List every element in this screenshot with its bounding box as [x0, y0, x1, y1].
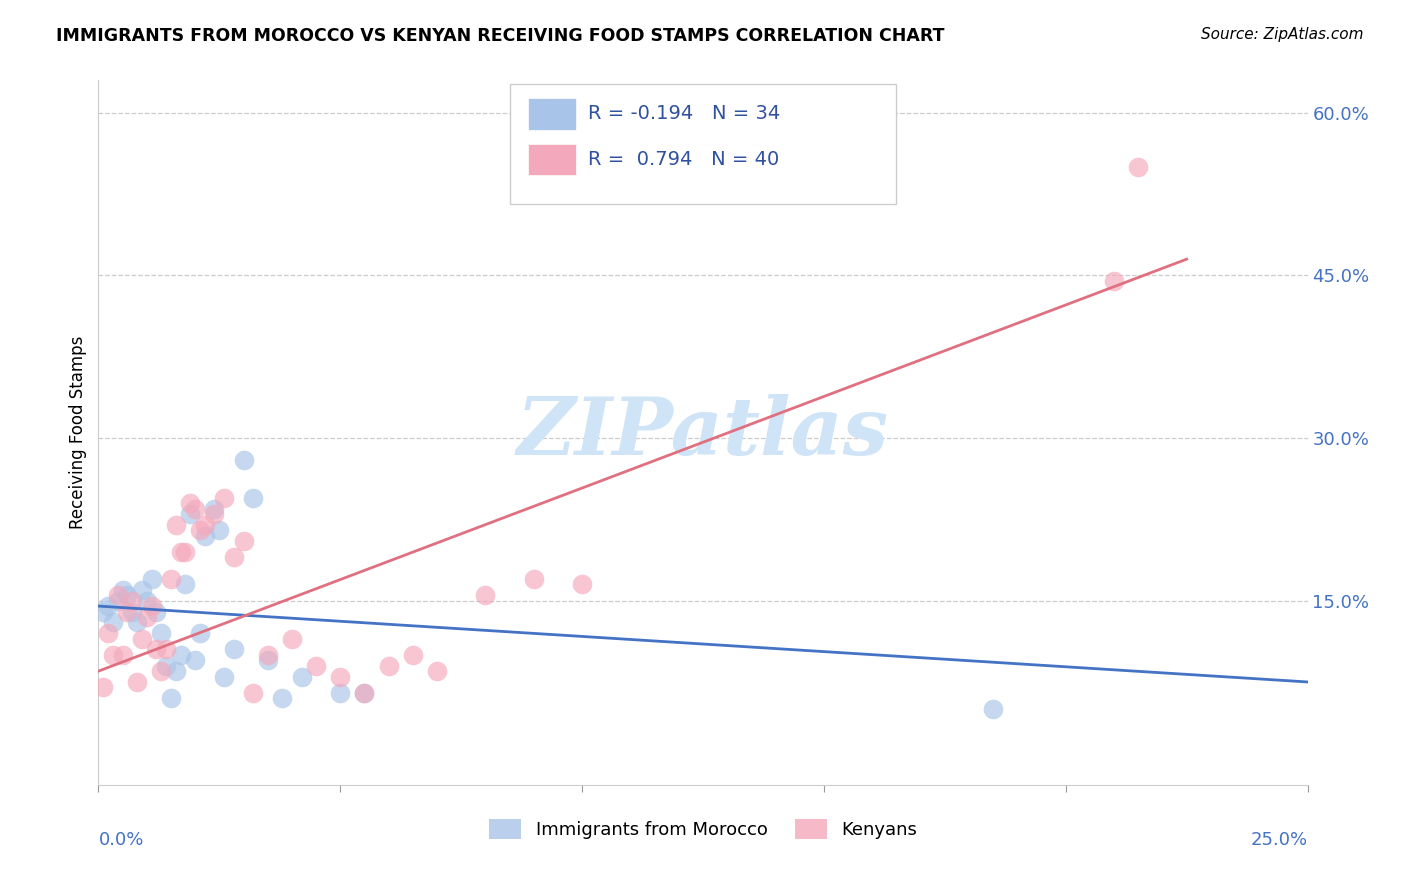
Point	[305, 658, 328, 673]
Text: 0.0%: 0.0%	[98, 830, 143, 849]
Point	[141, 572, 163, 586]
Point	[150, 664, 173, 678]
Point	[107, 588, 129, 602]
FancyBboxPatch shape	[527, 98, 576, 129]
Point	[111, 582, 134, 597]
Point	[150, 626, 173, 640]
Point	[141, 599, 163, 613]
Text: R =  0.794   N = 40: R = 0.794 N = 40	[588, 150, 779, 169]
Point	[523, 572, 546, 586]
Y-axis label: Receiving Food Stamps: Receiving Food Stamps	[69, 336, 87, 529]
FancyBboxPatch shape	[509, 84, 897, 203]
Point	[208, 523, 231, 537]
Text: IMMIGRANTS FROM MOROCCO VS KENYAN RECEIVING FOOD STAMPS CORRELATION CHART: IMMIGRANTS FROM MOROCCO VS KENYAN RECEIV…	[56, 27, 945, 45]
Text: Source: ZipAtlas.com: Source: ZipAtlas.com	[1201, 27, 1364, 42]
Point	[188, 626, 211, 640]
Point	[184, 653, 207, 667]
Point	[204, 501, 226, 516]
Point	[145, 642, 167, 657]
Text: 25.0%: 25.0%	[1250, 830, 1308, 849]
Point	[160, 572, 183, 586]
Point	[101, 648, 124, 662]
Point	[145, 605, 167, 619]
FancyBboxPatch shape	[527, 144, 576, 176]
Point	[107, 593, 129, 607]
Text: ZIPatlas: ZIPatlas	[517, 394, 889, 471]
Point	[101, 615, 124, 630]
Point	[1102, 274, 1125, 288]
Point	[155, 658, 177, 673]
Point	[131, 582, 153, 597]
Point	[169, 648, 191, 662]
Point	[121, 605, 143, 619]
Point	[271, 691, 294, 706]
Point	[174, 577, 197, 591]
Point	[194, 517, 217, 532]
Point	[981, 702, 1004, 716]
Point	[111, 648, 134, 662]
Point	[127, 675, 149, 690]
Point	[117, 588, 139, 602]
Point	[155, 642, 177, 657]
Point	[402, 648, 425, 662]
Point	[184, 501, 207, 516]
Point	[242, 686, 264, 700]
Point	[165, 517, 187, 532]
Point	[212, 669, 235, 683]
Point	[91, 605, 114, 619]
Point	[256, 648, 278, 662]
Legend: Immigrants from Morocco, Kenyans: Immigrants from Morocco, Kenyans	[481, 812, 925, 847]
Point	[135, 593, 157, 607]
Point	[353, 686, 375, 700]
Point	[179, 496, 201, 510]
Point	[117, 605, 139, 619]
Point	[97, 626, 120, 640]
Point	[1128, 160, 1150, 174]
Point	[91, 681, 114, 695]
Point	[571, 577, 593, 591]
Point	[222, 550, 245, 565]
Point	[222, 642, 245, 657]
Point	[121, 593, 143, 607]
Point	[97, 599, 120, 613]
Point	[290, 669, 312, 683]
Point	[127, 615, 149, 630]
Point	[329, 669, 352, 683]
Point	[174, 545, 197, 559]
Point	[242, 491, 264, 505]
Point	[179, 507, 201, 521]
Point	[135, 610, 157, 624]
Point	[169, 545, 191, 559]
Point	[329, 686, 352, 700]
Point	[131, 632, 153, 646]
Point	[188, 523, 211, 537]
Point	[377, 658, 399, 673]
Point	[160, 691, 183, 706]
Text: R = -0.194   N = 34: R = -0.194 N = 34	[588, 103, 780, 123]
Point	[194, 528, 217, 542]
Point	[204, 507, 226, 521]
Point	[353, 686, 375, 700]
Point	[165, 664, 187, 678]
Point	[232, 452, 254, 467]
Point	[232, 534, 254, 549]
Point	[212, 491, 235, 505]
Point	[426, 664, 449, 678]
Point	[256, 653, 278, 667]
Point	[281, 632, 304, 646]
Point	[474, 588, 496, 602]
